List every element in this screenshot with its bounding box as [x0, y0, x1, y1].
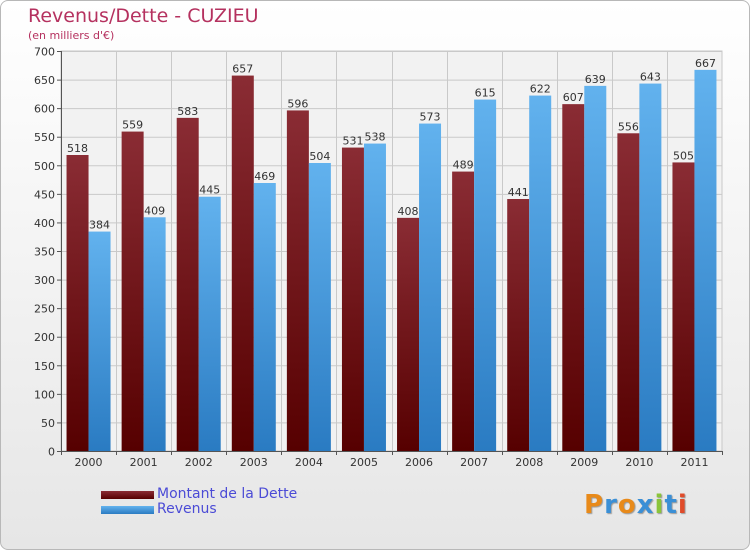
data-label-dette: 583	[177, 105, 198, 118]
data-label-revenus: 667	[695, 57, 716, 70]
legend-item-revenus: Revenus	[101, 502, 297, 517]
data-label-revenus: 504	[309, 150, 330, 163]
bar-dette	[452, 171, 475, 452]
x-tick-label: 2009	[570, 456, 598, 469]
data-label-dette: 559	[122, 119, 143, 132]
bar-dette	[121, 131, 144, 452]
bar-revenus	[474, 99, 497, 452]
bar-dette	[286, 110, 309, 451]
bar-dette	[176, 117, 199, 451]
x-tick-label: 2000	[75, 456, 103, 469]
bar-revenus	[529, 95, 552, 452]
data-label-dette: 657	[232, 63, 253, 76]
chart-subtitle: (en milliers d'€)	[28, 29, 115, 42]
y-tick-label: 250	[34, 303, 55, 316]
x-tick-label: 2011	[680, 456, 708, 469]
data-label-revenus: 615	[475, 87, 496, 100]
bar-revenus	[198, 196, 221, 451]
bar-dette	[397, 217, 420, 451]
data-label-dette: 607	[563, 91, 584, 104]
bars	[66, 69, 717, 452]
y-tick-label: 0	[48, 446, 55, 459]
data-label-revenus: 409	[144, 204, 165, 217]
bar-dette	[66, 155, 89, 451]
x-tick-label: 2008	[515, 456, 543, 469]
logo-letter: r	[604, 490, 618, 520]
logo-letter: o	[617, 490, 637, 520]
logo-letter: i	[654, 490, 665, 520]
x-tick-label: 2004	[295, 456, 323, 469]
proxiti-logo: Proxiti	[584, 490, 688, 520]
bar-dette	[341, 147, 364, 452]
data-label-revenus: 639	[585, 73, 606, 86]
y-tick-label: 200	[34, 331, 55, 344]
chart-title: Revenus/Dette - CUZIEU	[28, 5, 259, 27]
y-tick-label: 500	[34, 160, 55, 173]
y-tick-label: 400	[34, 217, 55, 230]
y-tick-label: 700	[34, 46, 55, 59]
x-tick-label: 2005	[350, 456, 378, 469]
data-label-dette: 505	[673, 149, 694, 162]
data-label-dette: 556	[618, 120, 639, 133]
legend: Montant de la Dette Revenus	[101, 487, 297, 517]
y-tick-label: 150	[34, 360, 55, 373]
data-label-dette: 489	[453, 159, 474, 172]
data-label-revenus: 469	[254, 170, 275, 183]
y-tick-label: 50	[41, 417, 55, 430]
data-label-revenus: 445	[199, 184, 220, 197]
bar-dette	[231, 75, 254, 452]
legend-item-dette: Montant de la Dette	[101, 487, 297, 502]
x-tick-label: 2003	[240, 456, 268, 469]
legend-swatch-revenus	[101, 505, 154, 514]
bar-revenus	[88, 231, 111, 451]
logo-letter: i	[677, 490, 688, 520]
bar-dette	[562, 104, 585, 452]
data-labels: 518 384 559 409 583 445 657 469 596 504 531 538 408 5…	[67, 57, 716, 232]
data-label-revenus: 384	[89, 219, 110, 232]
y-tick-label: 450	[34, 188, 55, 201]
bar-revenus	[363, 143, 386, 452]
data-label-revenus: 643	[640, 71, 661, 84]
y-tick-label: 650	[34, 74, 55, 87]
y-tick-label: 550	[34, 131, 55, 144]
bar-revenus	[143, 217, 166, 451]
legend-label-revenus: Revenus	[157, 501, 217, 517]
bar-dette	[507, 199, 530, 451]
data-label-revenus: 573	[420, 111, 441, 124]
y-tick-label: 600	[34, 103, 55, 116]
data-label-dette: 441	[508, 186, 529, 199]
data-label-dette: 596	[287, 97, 308, 110]
y-tick-label: 300	[34, 274, 55, 287]
logo-letter: P	[584, 490, 605, 520]
bar-revenus	[253, 183, 276, 451]
logo-letter: x	[636, 490, 655, 520]
y-tick-label: 100	[34, 388, 55, 401]
bar-revenus	[694, 69, 717, 451]
bar-revenus	[639, 83, 662, 452]
bar-revenus	[419, 123, 442, 452]
x-tick-label: 2010	[625, 456, 653, 469]
data-label-dette: 408	[398, 205, 419, 218]
data-label-dette: 518	[67, 142, 88, 155]
data-label-dette: 531	[342, 135, 363, 148]
x-tick-label: 2007	[460, 456, 488, 469]
x-tick-label: 2001	[130, 456, 158, 469]
x-tick-label: 2002	[185, 456, 213, 469]
y-tick-label: 350	[34, 246, 55, 259]
logo-letter: t	[664, 490, 678, 520]
gridlines	[60, 50, 723, 452]
data-label-revenus: 538	[364, 131, 385, 144]
x-axis: 2000 2001 2002 2003 2004 2005 2006 2007 2008 2009…	[61, 451, 723, 469]
legend-swatch-dette	[101, 490, 154, 499]
bar-dette	[617, 133, 640, 452]
legend-label-dette: Montant de la Dette	[157, 486, 298, 502]
y-axis: 0 50 100 150 200 250 300 350 400 450 500 550 600 650 7…	[34, 46, 62, 459]
bar-revenus	[584, 85, 607, 451]
data-label-revenus: 622	[530, 83, 551, 96]
bar-revenus	[308, 163, 331, 451]
bar-dette	[672, 162, 695, 451]
x-tick-label: 2006	[405, 456, 433, 469]
